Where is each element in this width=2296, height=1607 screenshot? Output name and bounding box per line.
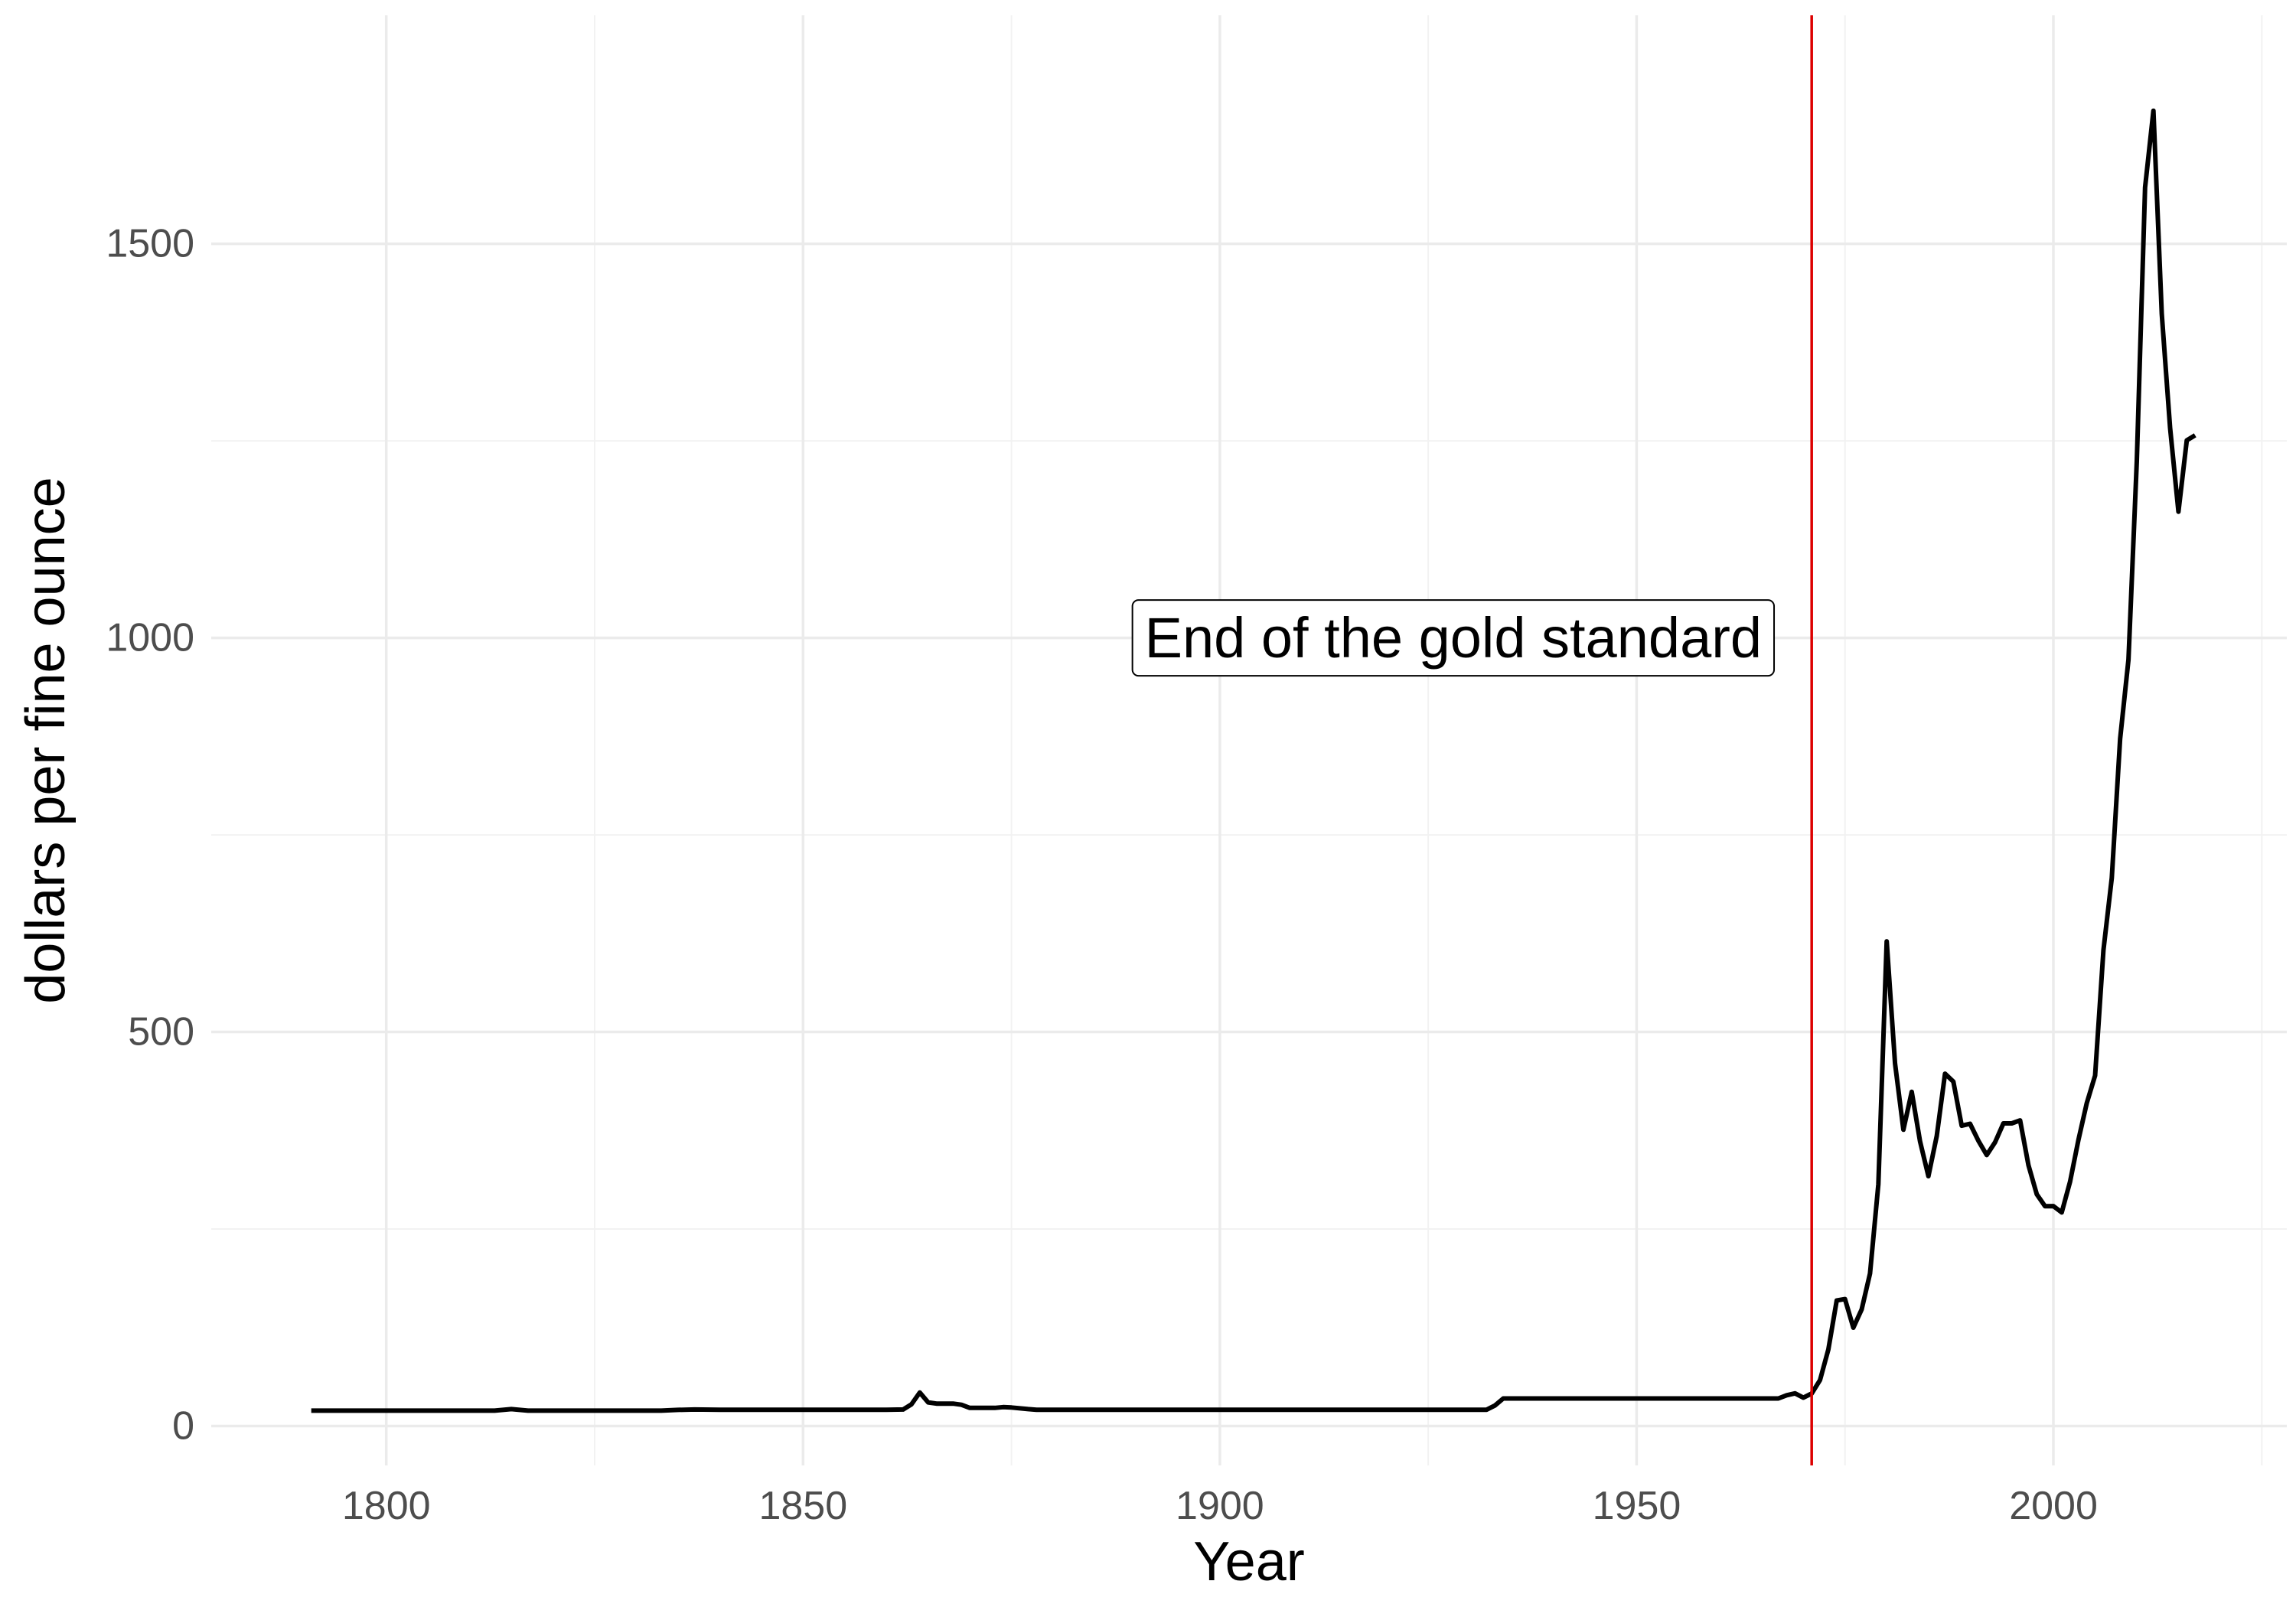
minor-gridlines (211, 15, 2287, 1465)
y-axis-tick-labels: 0 500 1000 1500 (106, 222, 194, 1449)
y-axis-title: dollars per fine ounce (15, 477, 77, 1003)
annotation-label: End of the gold standard (1131, 599, 1776, 677)
series-line (311, 108, 2197, 1413)
annotation-box (1131, 599, 1776, 677)
y-tick-label: 1500 (106, 222, 194, 266)
y-tick-label: 1000 (106, 616, 194, 660)
x-tick-label: 1850 (758, 1484, 847, 1528)
y-tick-label: 0 (172, 1404, 194, 1449)
x-tick-label: 1950 (1593, 1484, 1681, 1528)
x-axis-tick-labels: 1800 1850 1900 1950 2000 (342, 1484, 2098, 1528)
x-axis-title: Year (1193, 1531, 1304, 1592)
x-tick-label: 2000 (2009, 1484, 2098, 1528)
y-tick-label: 500 (128, 1010, 194, 1054)
x-tick-label: 1900 (1176, 1484, 1264, 1528)
x-tick-label: 1800 (342, 1484, 431, 1528)
annotation-text: End of the gold standard (1145, 606, 1762, 670)
major-gridlines (211, 15, 2287, 1465)
